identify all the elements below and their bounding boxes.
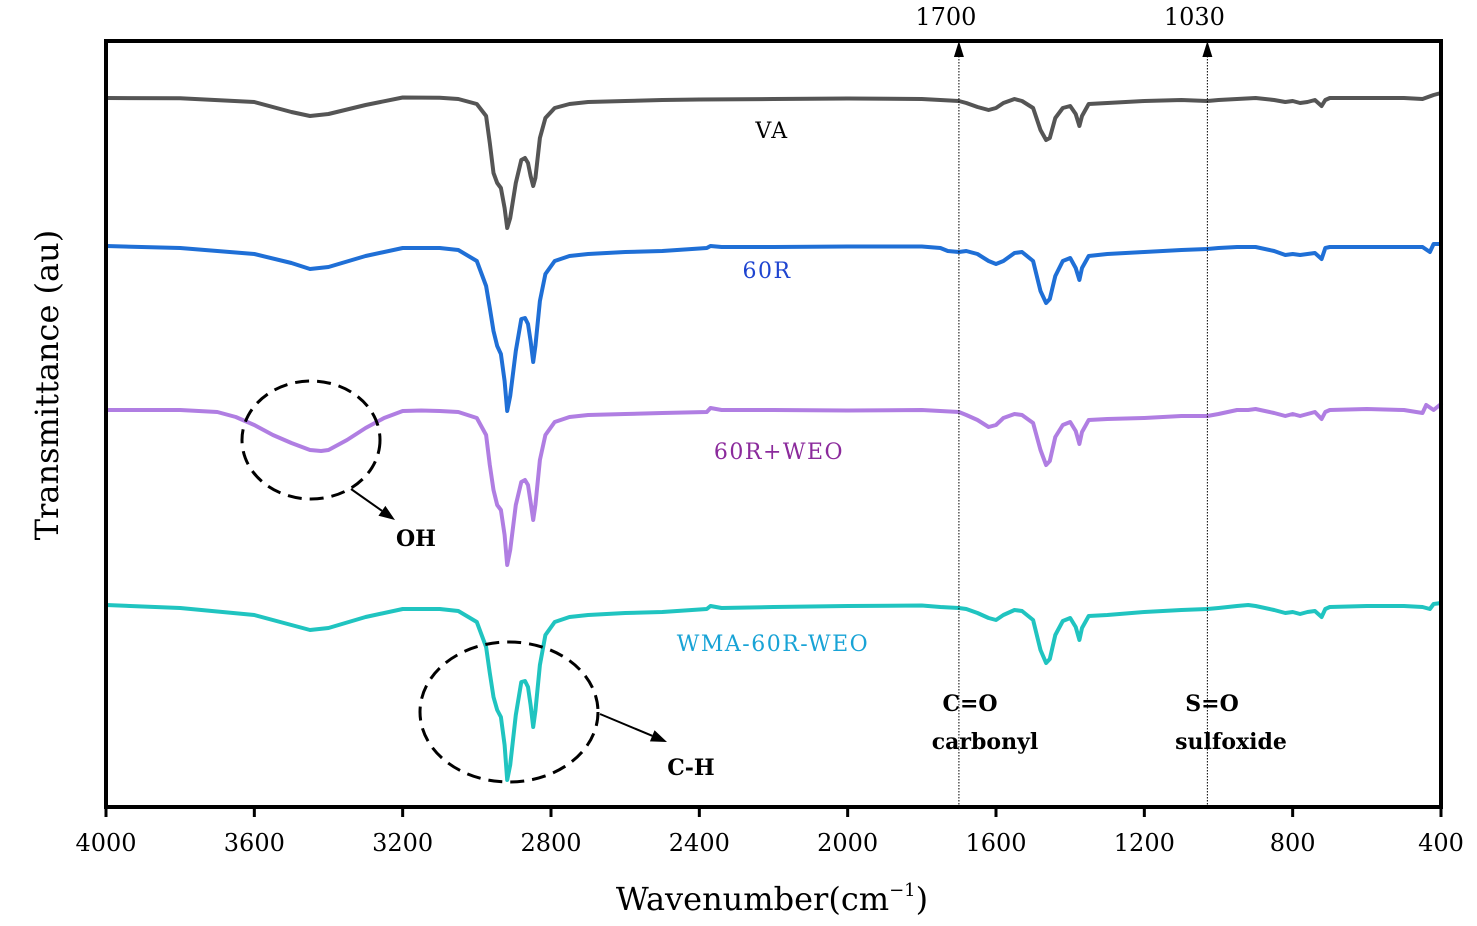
- x-tick-label: 1600: [965, 829, 1026, 857]
- annotation-carbonyl: carbonyl: [932, 729, 1038, 755]
- annotation-ch: C-H: [667, 755, 714, 781]
- series-label: 60R+WEO: [714, 440, 844, 465]
- reference-arrowhead: [953, 41, 964, 57]
- x-tick-label: 400: [1418, 829, 1464, 857]
- x-axis-title-close: ): [916, 880, 928, 918]
- annotation-sulfoxide: sulfoxide: [1175, 729, 1287, 755]
- reference-label: 1700: [915, 3, 976, 31]
- reference-lines-layer: 1700 1030: [915, 3, 1225, 807]
- x-tick-label: 3600: [224, 829, 285, 857]
- x-axis-title-superscript: −1: [889, 880, 916, 901]
- series-layer: VA 60R 60R+WEO WMA-60R-WEO: [104, 91, 1443, 782]
- annotation-co: C=O: [942, 691, 997, 717]
- x-axis-title: Wavenumber(cm−1): [616, 880, 928, 918]
- x-tick-label: 1200: [1114, 829, 1175, 857]
- series-line-va: [104, 91, 1443, 230]
- x-tick-label: 2800: [520, 829, 581, 857]
- annotation-so: S=O: [1185, 691, 1239, 717]
- oh-highlight-ellipse: [240, 379, 382, 501]
- x-tick-label: 4000: [75, 829, 136, 857]
- ch-arrow: [599, 713, 653, 737]
- x-axis-title-main: Wavenumber(cm: [616, 880, 889, 918]
- oh-arrow: [350, 488, 383, 512]
- x-tick-label: 2000: [817, 829, 878, 857]
- series-label: 60R: [742, 259, 791, 284]
- reference-label: 1030: [1164, 3, 1225, 31]
- plot-frame: [104, 39, 1443, 809]
- series-line-60r: [104, 242, 1443, 413]
- oh-arrow-head: [378, 505, 395, 520]
- series-line-wma-60r-weo: [104, 601, 1443, 782]
- series-label: WMA-60R-WEO: [677, 632, 869, 657]
- ch-arrow-head: [649, 730, 667, 742]
- series-line-60r-weo: [104, 402, 1443, 567]
- ch-highlight-ellipse: [418, 640, 600, 784]
- x-tick-label: 800: [1270, 829, 1316, 857]
- x-tick-label: 2400: [669, 829, 730, 857]
- x-ticks-layer: 4000 3600 3200 2800 2400 2000 1600 1200 800 400: [75, 807, 1464, 857]
- y-axis-title: Transmittance (au): [28, 230, 66, 540]
- reference-arrowhead: [1202, 41, 1213, 57]
- annotation-layer: OH C-H C=O carbonyl S=O sulfoxide: [240, 379, 1287, 784]
- x-tick-label: 3200: [372, 829, 433, 857]
- annotation-oh: OH: [396, 526, 436, 552]
- series-label: VA: [754, 119, 788, 144]
